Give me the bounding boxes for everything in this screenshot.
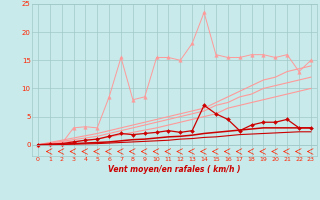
X-axis label: Vent moyen/en rafales ( km/h ): Vent moyen/en rafales ( km/h ) xyxy=(108,165,241,174)
